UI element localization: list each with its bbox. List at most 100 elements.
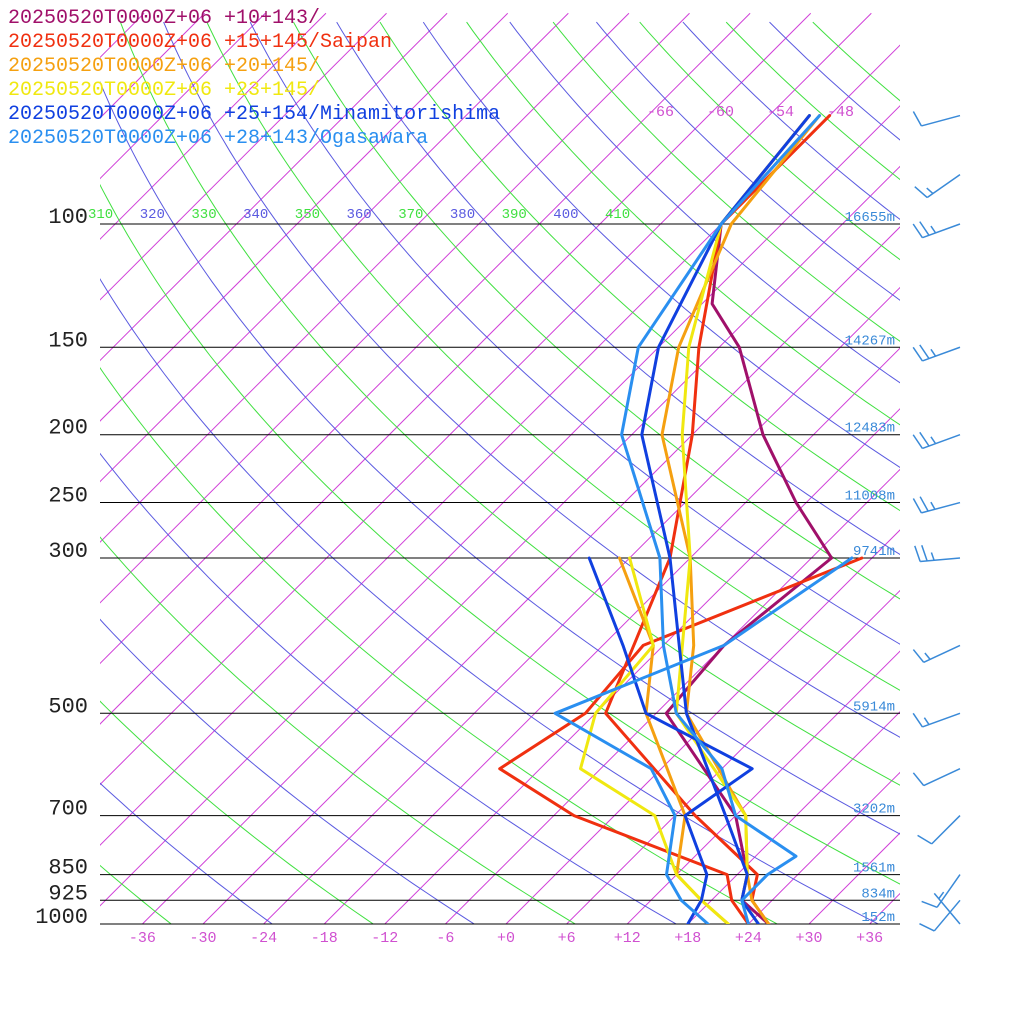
wind-barb: [912, 768, 961, 787]
isotherm-line: [100, 12, 206, 119]
isotherm-line: [100, 12, 387, 301]
x-tick-label: -30: [189, 930, 216, 947]
dry-adiabat-line: [509, 21, 900, 384]
isotherm-line: [141, 165, 900, 924]
theta-label: 400: [553, 207, 578, 223]
moist-adiabat-line: [100, 536, 577, 924]
height-label: 5914m: [853, 699, 895, 715]
isotherm-line: [565, 589, 900, 924]
isotherm-line: [100, 12, 630, 543]
moist-adiabat-line: [725, 21, 900, 181]
isotherm-line: [100, 12, 327, 240]
legend-entry-4: 20250520T0000Z+06 +23+145/: [8, 79, 320, 102]
theta-label: 310: [88, 207, 113, 223]
moist-adiabat-line: [639, 21, 900, 261]
x-tick-label: -24: [250, 930, 277, 947]
wind-barb: [921, 874, 961, 909]
isotherm-line: [100, 12, 751, 665]
isotherm-line: [976, 13, 1024, 939]
x-tick-label: +6: [558, 930, 576, 947]
pressure-label: 925: [48, 881, 88, 906]
dry-adiabat-line: [100, 452, 678, 924]
height-label: 1561m: [853, 861, 895, 877]
height-label: 834m: [861, 886, 895, 902]
wind-barb: [912, 221, 961, 239]
height-label: 9741m: [853, 544, 895, 560]
dry-adiabat-line: [100, 80, 900, 835]
moist-adiabat-line: [100, 367, 779, 924]
isotherm-line: [100, 12, 266, 180]
isotherm-line: [505, 529, 900, 924]
height-label: 12483m: [845, 421, 895, 437]
dry-adiabat-line: [249, 21, 900, 645]
moist-adiabat-line: [552, 21, 900, 342]
x-tick-label: +0: [497, 930, 515, 947]
height-label: 11008m: [845, 489, 895, 505]
pressure-label: 100: [48, 205, 88, 230]
isotherm-line: [626, 650, 900, 924]
dry-adiabat-line: [769, 21, 900, 141]
height-label: 14267m: [845, 333, 895, 349]
x-tick-label: -18: [311, 930, 338, 947]
moist-adiabat-line: [293, 21, 900, 600]
pressure-label: 850: [48, 856, 88, 881]
isotherm-line: [100, 12, 812, 725]
moist-adiabat-line: [466, 21, 900, 426]
x-tick-label: +12: [614, 930, 641, 947]
moist-adiabat-line: [100, 700, 375, 924]
legend-entry-5: 20250520T0000Z+06 +25+154/Minamitorishim…: [8, 103, 500, 126]
dry-adiabat-line: [682, 21, 900, 221]
pressure-label: 250: [48, 484, 88, 509]
moist-adiabat-line: [119, 21, 900, 786]
x-tick-label: -36: [129, 930, 156, 947]
theta-label: 380: [450, 207, 475, 223]
wind-barb: [914, 173, 961, 199]
isotherm-line: [100, 12, 690, 604]
height-label: 16655m: [845, 210, 895, 226]
isotherm-line: [100, 12, 509, 422]
dewpoint-line-series-5: [587, 556, 754, 924]
legend-entry-6: 20250520T0000Z+06 +28+143/Ogasawara: [8, 127, 428, 150]
isotherm-line: [747, 771, 900, 924]
wind-barb: [914, 545, 961, 563]
isotherm-line: [100, 12, 448, 362]
dry-adiabat-line: [100, 618, 476, 924]
wind-barb: [912, 712, 961, 728]
isotherm-line: [868, 892, 900, 924]
isotherm-line: [0, 13, 23, 939]
x-tick-label: +18: [674, 930, 701, 947]
isotherm-line: [202, 226, 900, 924]
x-tick-label: -6: [436, 930, 454, 947]
dry-adiabat-line: [100, 782, 274, 924]
pressure-label: 500: [48, 694, 88, 719]
moist-adiabat-line: [379, 21, 900, 512]
x-tick-label: +24: [735, 930, 762, 947]
legend: 20250520T0000Z+06 +10+143/20250520T0000Z…: [8, 7, 500, 150]
isotherm-label: -66: [647, 104, 674, 121]
series-layer: [498, 114, 864, 924]
theta-label: 330: [191, 207, 216, 223]
isotherm-line: [100, 12, 569, 483]
legend-entry-1: 20250520T0000Z+06 +10+143/: [8, 7, 320, 30]
pressure-label: 700: [48, 797, 88, 822]
height-label: 3202m: [853, 802, 895, 818]
grid-layer: [0, 12, 1024, 939]
wind-barb: [912, 344, 961, 362]
pressure-label: 150: [48, 328, 88, 353]
temperature-line-series-3: [660, 114, 821, 924]
dry-adiabat-line: [422, 21, 900, 469]
legend-entry-2: 20250520T0000Z+06 +15+145/Saipan: [8, 31, 392, 54]
theta-label: 320: [140, 207, 165, 223]
isotherm-line: [808, 832, 900, 924]
isotherm-line: [915, 13, 1024, 939]
wind-barb: [912, 644, 961, 664]
dry-adiabat-line: [100, 278, 880, 924]
isotherm-line: [384, 408, 900, 924]
pressure-label: 300: [48, 539, 88, 564]
legend-entry-3: 20250520T0000Z+06 +20+145/: [8, 55, 320, 78]
wind-barb: [912, 496, 961, 514]
theta-label: 340: [243, 207, 268, 223]
x-tick-label: -12: [371, 930, 398, 947]
moist-adiabat-line: [206, 21, 900, 691]
